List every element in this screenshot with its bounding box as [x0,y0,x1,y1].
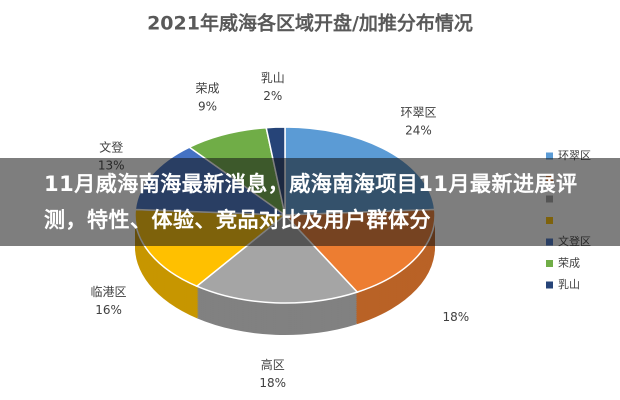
legend-swatch [546,260,553,267]
value-label: 2% [263,89,282,103]
slice-label: 文登 [99,140,123,155]
chart-title: 2021年威海各区域开盘/加推分布情况 [147,12,473,35]
legend-swatch [546,281,553,289]
legend-swatch [546,152,553,160]
value-label: 9% [198,99,217,113]
legend-label: 乳山 [558,278,580,291]
value-label: 16% [95,303,122,317]
slice-label: 荣成 [196,81,220,95]
slice-label: 高区 [261,357,285,372]
banner-title[interactable]: 11月威海南海最新消息，威海南海项目11月最新进展评测，特性、体验、竞品对比及用… [44,172,578,232]
pie-slice [195,213,359,304]
value-label: 18% [443,310,470,324]
banner: 11月威海南海最新消息，威海南海项目11月最新进展评测，特性、体验、竞品对比及用… [0,158,620,246]
slice-label: 乳山 [261,71,285,85]
legend-label: 荣成 [558,257,580,270]
value-label: 24% [405,123,432,137]
value-label: 18% [259,376,286,390]
slice-label: 临港区 [91,285,127,299]
slice-label: 环翠区 [400,105,436,119]
